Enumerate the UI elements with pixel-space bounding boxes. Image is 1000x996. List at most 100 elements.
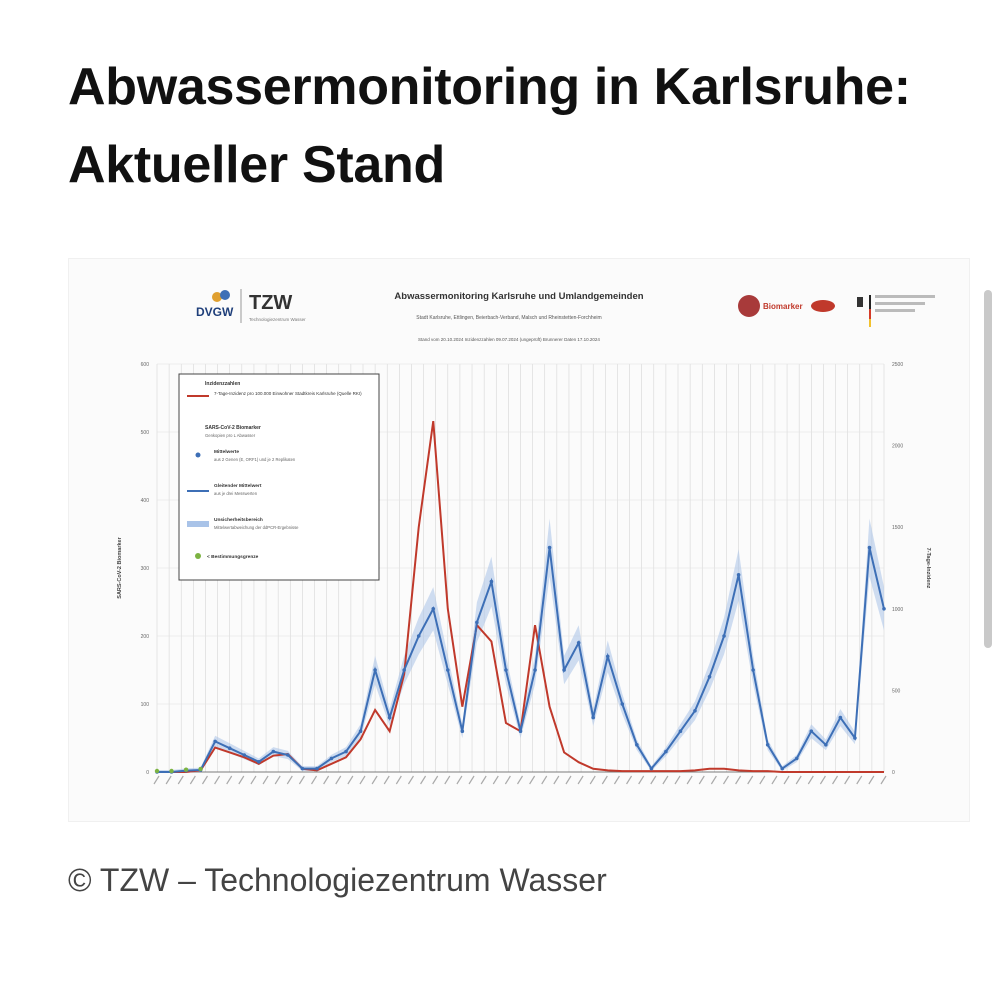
x-tick-mark bbox=[226, 775, 233, 785]
biomarker-point bbox=[358, 729, 363, 733]
scrollbar-thumb[interactable] bbox=[984, 290, 992, 648]
x-tick-mark bbox=[686, 775, 693, 785]
chart-subtitle: Stadt Karlsruhe, Ettlingen, Beierbach-Ve… bbox=[416, 315, 601, 321]
legend-swatch-uncertainty bbox=[187, 521, 209, 527]
biomarker-point bbox=[882, 607, 886, 611]
x-tick-mark bbox=[201, 775, 208, 785]
x-tick-mark bbox=[613, 775, 620, 785]
x-tick-mark bbox=[323, 775, 330, 785]
series-layer bbox=[154, 420, 886, 774]
y-tick-label: 300 bbox=[141, 566, 150, 572]
biomarker-point bbox=[576, 641, 581, 645]
biomarker-point bbox=[794, 756, 799, 761]
biomarker-point bbox=[475, 620, 479, 625]
x-tick-mark bbox=[577, 775, 584, 785]
y2-tick-label: 1500 bbox=[892, 525, 903, 531]
biomarker-point bbox=[387, 715, 392, 720]
biomarker-point bbox=[373, 668, 377, 672]
biomarker-point bbox=[824, 743, 828, 747]
x-tick-mark bbox=[819, 775, 826, 785]
y-tick-label: 500 bbox=[141, 430, 150, 436]
biomarker-point bbox=[605, 654, 610, 659]
x-tick-mark bbox=[311, 775, 318, 785]
x-tick-mark bbox=[868, 775, 875, 785]
chart-legend: Inzidenzzahlen 7-Tage-Inzidenz pro 100.0… bbox=[178, 373, 380, 581]
x-tick-mark bbox=[165, 775, 172, 785]
biomarker-point bbox=[867, 545, 872, 550]
x-tick-mark bbox=[504, 775, 511, 785]
x-tick-mark bbox=[359, 775, 366, 785]
y2-tick-label: 2500 bbox=[892, 362, 903, 368]
biomarker-logo-icon bbox=[738, 295, 760, 317]
biomarker-point bbox=[489, 579, 494, 584]
biomarker-point bbox=[271, 749, 276, 754]
x-tick-mark bbox=[371, 775, 378, 785]
chart-stand-line: Stand vom 20.10.2024 Inzidenzzahlen 09.0… bbox=[418, 337, 600, 342]
biomarker-point bbox=[649, 766, 654, 771]
biomarker-point bbox=[838, 715, 843, 720]
x-tick-mark bbox=[589, 775, 596, 785]
x-tick-mark bbox=[844, 775, 851, 785]
x-tick-mark bbox=[298, 775, 305, 785]
y-tick-label: 0 bbox=[146, 770, 149, 776]
chart-title: Abwassermonitoring Karlsruhe und Umlandg… bbox=[394, 291, 643, 302]
x-tick-mark bbox=[153, 775, 160, 785]
biomarker-point bbox=[504, 668, 508, 672]
biomarker-point bbox=[344, 749, 348, 754]
x-tick-mark bbox=[407, 775, 414, 785]
y-tick-label: 100 bbox=[141, 702, 150, 708]
x-tick-mark bbox=[880, 775, 887, 785]
legend-means: Mittelwerte bbox=[214, 449, 239, 455]
legend-swatch-means bbox=[195, 452, 201, 458]
y2-tick-label: 0 bbox=[892, 770, 895, 776]
biomarker-point bbox=[693, 709, 697, 713]
x-tick-mark bbox=[626, 775, 633, 785]
x-tick-mark bbox=[383, 775, 390, 785]
legend-means-sub: aus 2 Genen (E, ORF1) und je 2 Replikate… bbox=[214, 457, 296, 462]
x-tick-mark bbox=[468, 775, 475, 785]
x-tick-mark bbox=[286, 775, 293, 785]
x-tick-mark bbox=[444, 775, 451, 785]
x-tick-mark bbox=[565, 775, 572, 785]
y-tick-label: 400 bbox=[141, 498, 150, 504]
chart-svg: DVGW TZW Technologiezentrum Wasser Abwas… bbox=[117, 289, 935, 785]
x-tick-mark bbox=[771, 775, 778, 785]
biomarker-point bbox=[722, 634, 726, 638]
lod-point bbox=[198, 766, 203, 772]
legend-uncertainty-sub: Mittelwertabweichung der ddPCR-Ergebniss… bbox=[214, 525, 299, 530]
axis-layer: 0 100 200 300 400 500 600 0 500 1000 1500 2000 2500 S… bbox=[117, 362, 931, 785]
biomarker-point bbox=[416, 634, 421, 638]
legend-section-biomarker-sub: Genkopien pro L Abwasser bbox=[205, 433, 256, 438]
biomarker-point bbox=[431, 607, 436, 611]
x-tick-mark bbox=[795, 775, 802, 785]
dvgw-wordmark: DVGW bbox=[196, 305, 234, 319]
x-tick-mark bbox=[420, 775, 427, 785]
biomarker-point bbox=[533, 668, 537, 672]
x-tick-mark bbox=[747, 775, 754, 785]
biomarker-point bbox=[315, 766, 319, 771]
y2-axis-label: 7-Tage-Inzidenz bbox=[925, 548, 931, 589]
biomarker-point bbox=[213, 739, 217, 744]
biomarker-point bbox=[707, 675, 712, 679]
x-tick-mark bbox=[480, 775, 487, 785]
y-axis-label: SARS-CoV-2 Biomarker bbox=[117, 536, 123, 598]
biomarker-point bbox=[227, 746, 232, 750]
biomarker-point bbox=[547, 545, 552, 550]
biomarker-point bbox=[562, 668, 566, 672]
y-tick-label: 600 bbox=[141, 362, 150, 368]
tzw-logo: TZW bbox=[249, 292, 292, 314]
chart-figure[interactable]: DVGW TZW Technologiezentrum Wasser Abwas… bbox=[68, 258, 970, 822]
biomarker-point bbox=[736, 573, 741, 577]
article-title: Abwassermonitoring in Karlsruhe: Aktuell… bbox=[68, 58, 911, 194]
y2-tick-label: 2000 bbox=[892, 444, 903, 450]
biomarker-wordmark: Biomarker bbox=[763, 302, 803, 311]
x-tick-mark bbox=[710, 775, 717, 785]
x-tick-mark bbox=[395, 775, 402, 785]
x-tick-mark bbox=[189, 775, 196, 785]
biomarker-point bbox=[460, 729, 465, 733]
biomarker-point bbox=[286, 753, 290, 757]
biomarker-point bbox=[678, 729, 683, 733]
biomarker-point bbox=[402, 668, 406, 672]
legend-section-biomarker: SARS-CoV-2 Biomarker bbox=[205, 425, 261, 431]
x-tick-mark bbox=[783, 775, 790, 785]
